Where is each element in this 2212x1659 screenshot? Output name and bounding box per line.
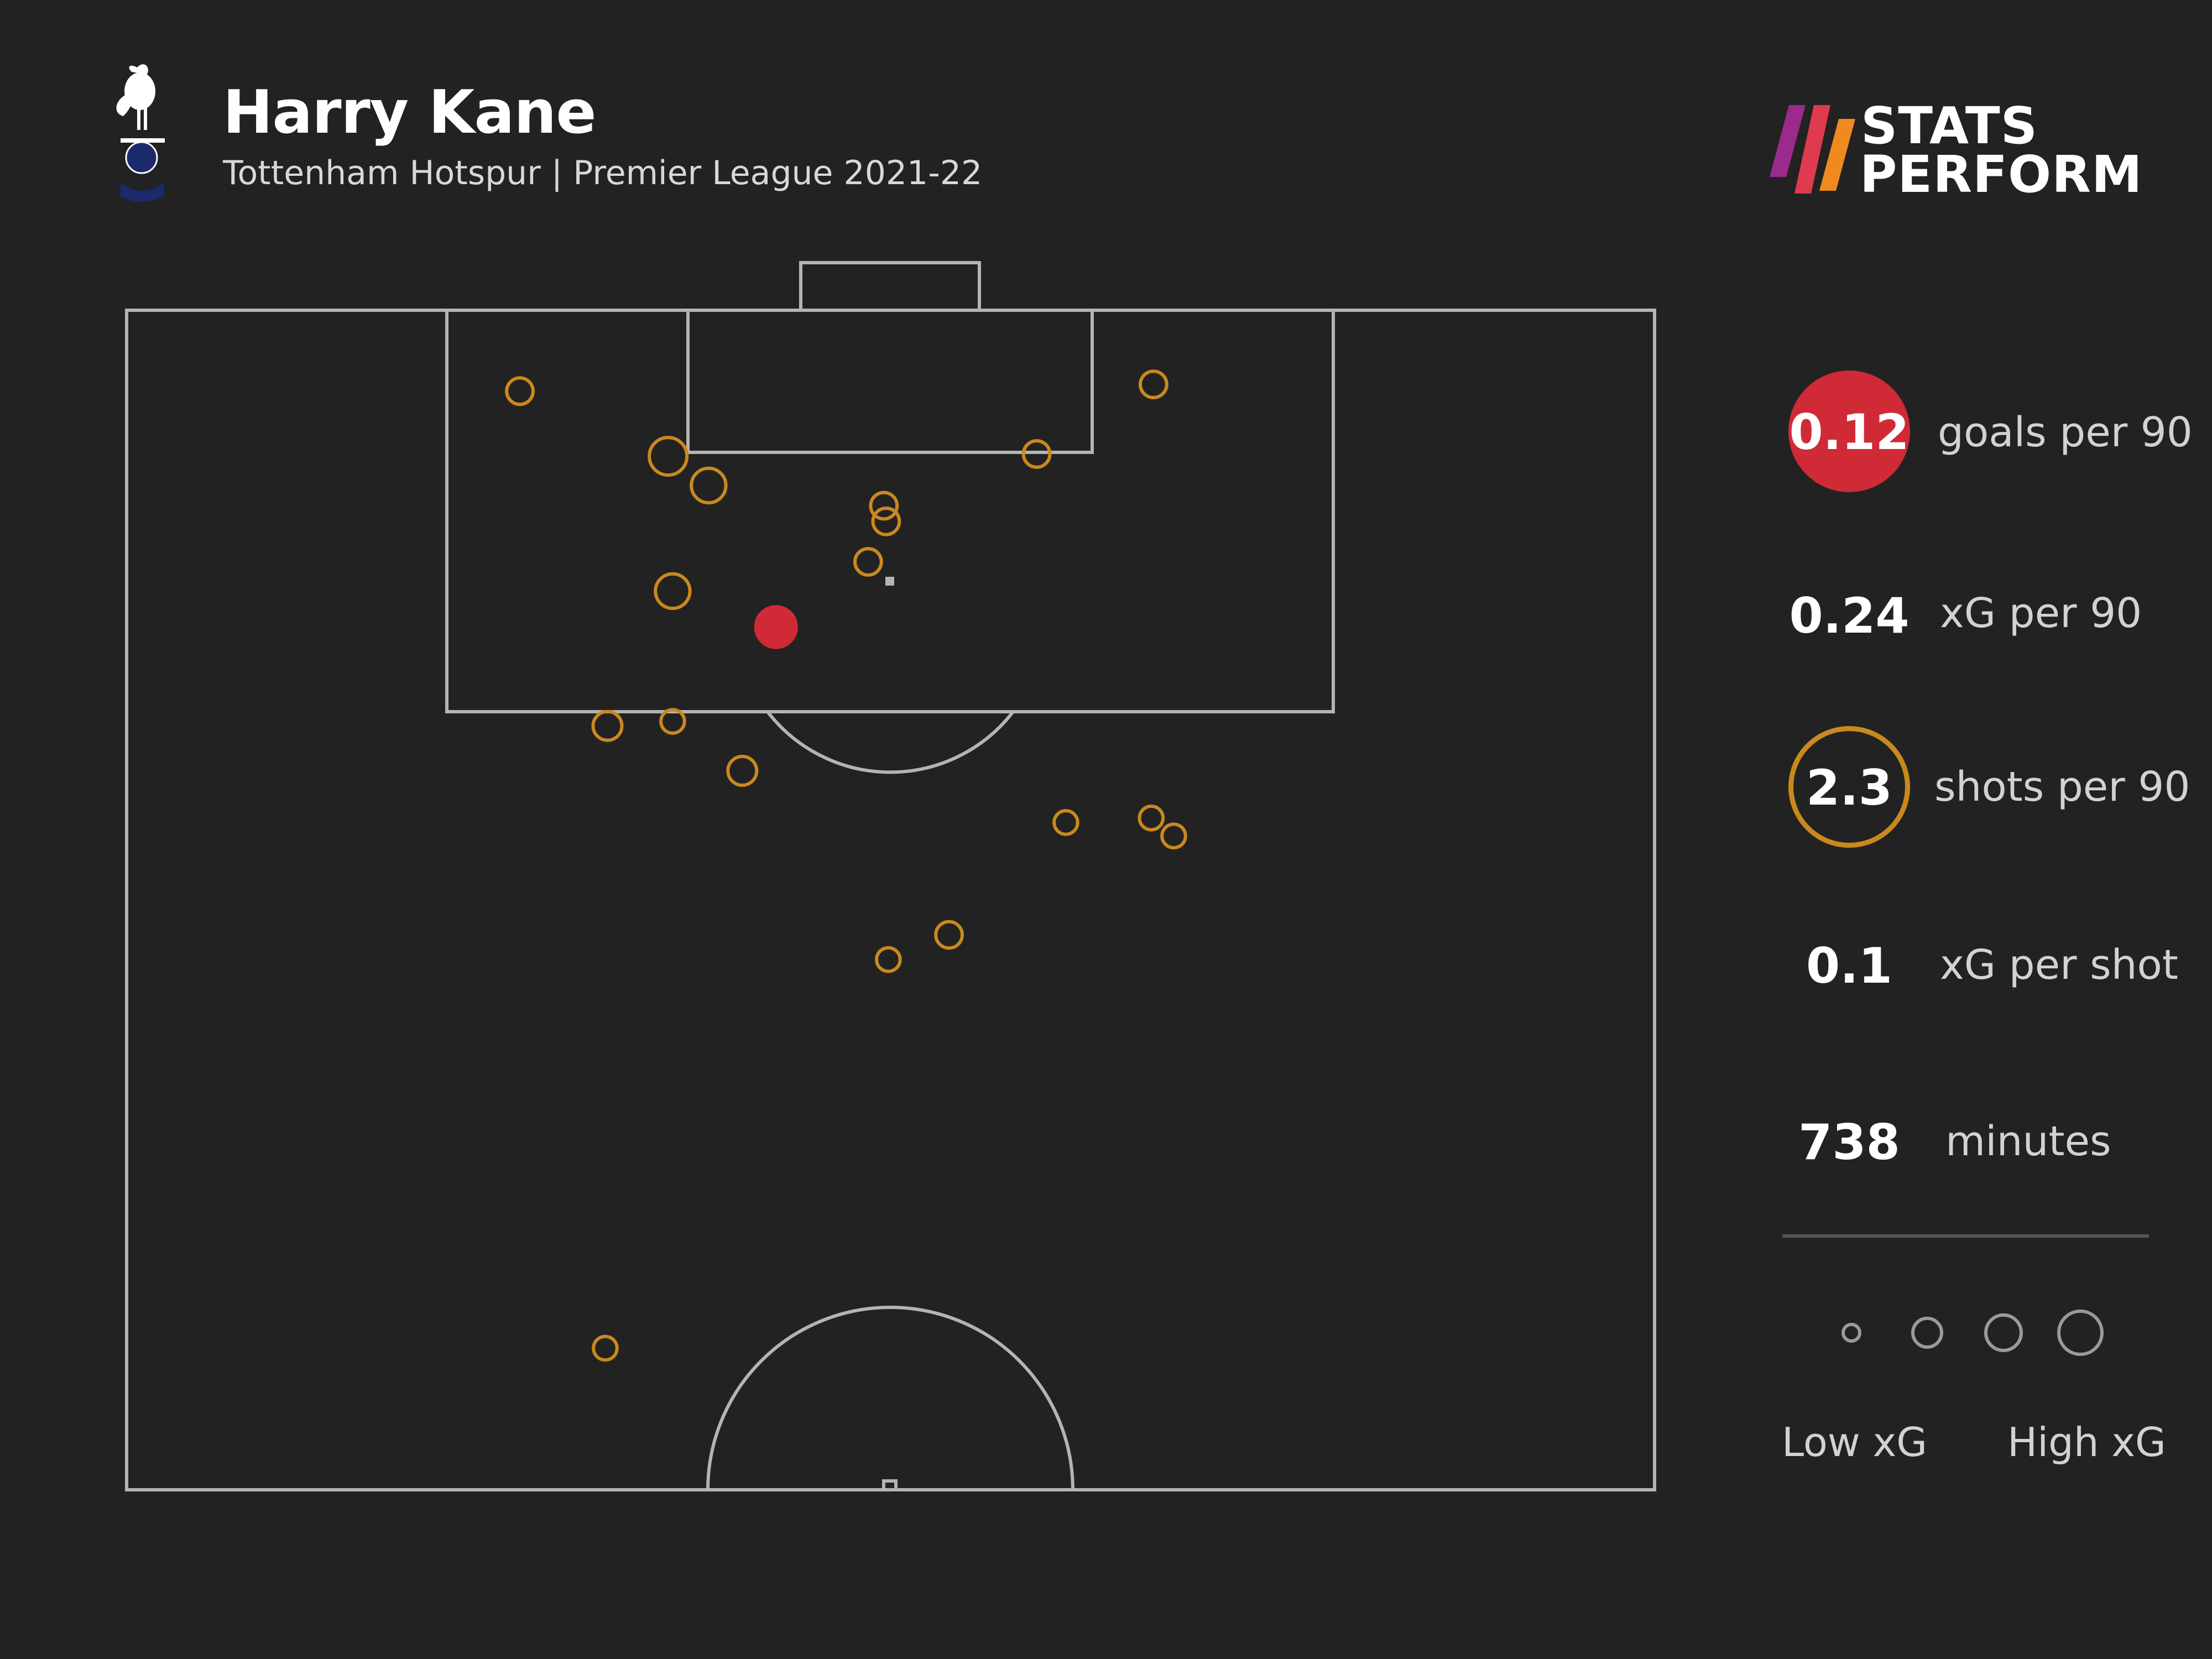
- stat-shots-value: 2.3: [1806, 759, 1892, 816]
- shot-point: [592, 1334, 619, 1362]
- stat-xgshot-value: 0.1: [1806, 937, 1892, 994]
- shot-point: [934, 920, 964, 950]
- stat-xg-per-90: 0.24 xG per 90: [1781, 547, 2212, 675]
- xg-legend: Low xG High xG: [1770, 1294, 2212, 1465]
- pitch-lines: [125, 261, 1656, 1491]
- shot-point: [690, 466, 728, 505]
- shot-point: [853, 547, 883, 577]
- penalty-area: [445, 309, 1335, 713]
- legend-high-label: High xG: [2007, 1419, 2166, 1465]
- shot-point: [1021, 439, 1052, 469]
- tottenham-crest-icon: [116, 64, 165, 202]
- stat-xgshot-label: xG per shot: [1940, 941, 2178, 989]
- centre-circle: [706, 1306, 1074, 1490]
- legend-circle-3: [1984, 1313, 2023, 1352]
- stat-goals: 0.12 goals per 90: [1781, 371, 2212, 498]
- penalty-arc: [766, 711, 1015, 774]
- penalty-spot: [885, 577, 894, 586]
- centre-spot: [882, 1479, 898, 1491]
- stat-xg90-label: xG per 90: [1940, 589, 2142, 637]
- page-subtitle: Tottenham Hotspur | Premier League 2021-…: [223, 154, 983, 192]
- shot-point: [591, 709, 624, 742]
- brand-line-2: PERFORM: [1860, 145, 2143, 204]
- shot-point: [875, 946, 902, 973]
- goal-point: [754, 605, 799, 649]
- page-title: Harry Kane: [223, 78, 596, 147]
- stat-goals-value: 0.12: [1789, 404, 1910, 461]
- shot-point: [726, 754, 759, 787]
- legend-low-label: Low xG: [1782, 1419, 1928, 1465]
- shot-map: [125, 261, 1656, 1491]
- shot-point: [654, 572, 692, 611]
- legend-circle-4: [2057, 1310, 2104, 1356]
- stat-minutes-label: minutes: [1945, 1118, 2111, 1165]
- brand-stripes-icon: [1770, 105, 1855, 194]
- shot-point: [1160, 822, 1187, 849]
- six-yard-box: [686, 309, 1094, 454]
- goal: [799, 261, 981, 312]
- stats-divider: [1782, 1234, 2149, 1238]
- legend-circle-2: [1911, 1317, 1943, 1349]
- legend-circle-1: [1841, 1323, 1861, 1343]
- stat-minutes: 738 minutes: [1781, 1079, 2212, 1207]
- shot-point: [1139, 369, 1168, 399]
- brand-line-1: STATS: [1861, 96, 2038, 155]
- goal-marker-icon: [1788, 371, 1910, 492]
- shot-point: [1052, 809, 1079, 836]
- shot-point: [659, 708, 686, 735]
- shot-point: [869, 491, 899, 521]
- stat-xg90-value: 0.24: [1789, 587, 1910, 644]
- shot-point: [648, 436, 689, 477]
- stat-xg-per-shot: 0.1 xG per shot: [1781, 903, 2212, 1030]
- stat-shots: 2.3 shots per 90: [1781, 726, 2212, 853]
- shot-point: [505, 376, 535, 406]
- stat-minutes-value: 738: [1798, 1114, 1900, 1171]
- shot-point: [871, 507, 901, 536]
- xg-size-scale: [1841, 1310, 2104, 1356]
- stat-goals-label: goals per 90: [1938, 409, 2193, 456]
- pitch-outline: [125, 309, 1656, 1491]
- stats-perform-logo: STATS PERFORM: [1767, 94, 2143, 205]
- shot-marker-icon: [1788, 726, 1910, 848]
- stat-shots-label: shots per 90: [1934, 763, 2190, 811]
- shot-point: [1138, 804, 1165, 832]
